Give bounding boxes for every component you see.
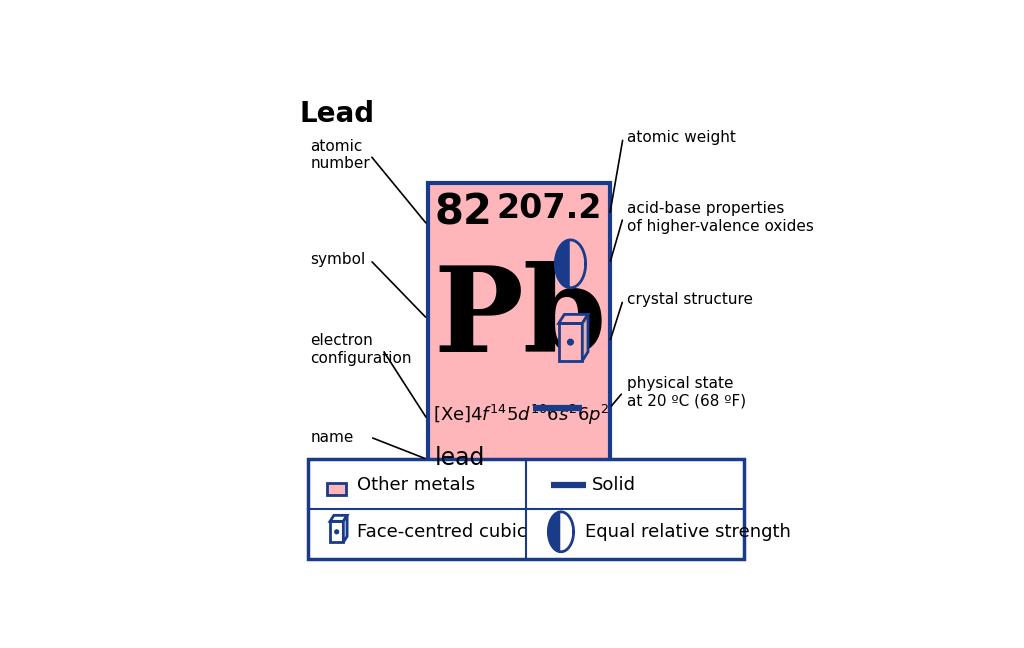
Text: physical state
at 20 ºC (68 ºF): physical state at 20 ºC (68 ºF) bbox=[627, 376, 746, 408]
Polygon shape bbox=[330, 515, 347, 522]
Text: Face-centred cubic: Face-centred cubic bbox=[357, 523, 526, 541]
Polygon shape bbox=[330, 522, 343, 542]
Text: 207.2: 207.2 bbox=[497, 192, 602, 224]
Text: Pb: Pb bbox=[433, 261, 607, 377]
Polygon shape bbox=[559, 323, 583, 361]
Bar bbox=[427, 183, 609, 489]
Bar bbox=[308, 459, 744, 559]
Polygon shape bbox=[561, 512, 573, 552]
Polygon shape bbox=[570, 240, 586, 288]
Polygon shape bbox=[555, 240, 570, 288]
Text: atomic weight: atomic weight bbox=[627, 130, 736, 145]
Bar bbox=[327, 483, 346, 495]
Text: acid-base properties
of higher-valence oxides: acid-base properties of higher-valence o… bbox=[627, 202, 814, 234]
Polygon shape bbox=[548, 512, 561, 552]
Text: Lead: Lead bbox=[299, 100, 375, 128]
Text: Solid: Solid bbox=[592, 476, 636, 494]
Polygon shape bbox=[343, 515, 347, 542]
Text: name: name bbox=[310, 430, 353, 445]
Text: 82: 82 bbox=[435, 192, 493, 233]
Text: electron
configuration: electron configuration bbox=[310, 334, 412, 366]
Text: [Xe]4$f^{14}$5$d^{10}$6$s^{2}$6$p^{2}$: [Xe]4$f^{14}$5$d^{10}$6$s^{2}$6$p^{2}$ bbox=[433, 403, 610, 427]
Circle shape bbox=[567, 340, 573, 345]
Circle shape bbox=[335, 530, 339, 534]
Text: crystal structure: crystal structure bbox=[627, 292, 753, 307]
Text: Equal relative strength: Equal relative strength bbox=[585, 523, 791, 541]
Text: symbol: symbol bbox=[310, 252, 366, 268]
Text: atomic
number: atomic number bbox=[310, 139, 370, 171]
Polygon shape bbox=[559, 314, 588, 323]
Text: Other metals: Other metals bbox=[356, 476, 475, 494]
Polygon shape bbox=[583, 314, 588, 361]
Text: lead: lead bbox=[435, 446, 485, 470]
